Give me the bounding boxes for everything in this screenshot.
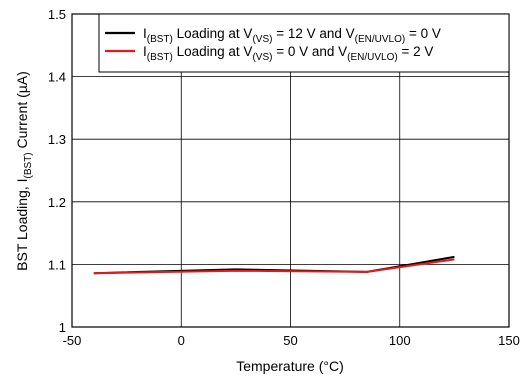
legend-box	[98, 13, 510, 73]
legend-entry-2: I(BST) Loading at V(VS) = 0 V and V(EN/U…	[143, 44, 433, 63]
y-axis-label: BST Loading, I(BST) Current (µA)	[14, 71, 34, 271]
y-tick-label: 1.3	[48, 132, 66, 147]
x-tick-label: 150	[498, 333, 520, 348]
y-tick-label: 1.2	[48, 195, 66, 210]
x-axis-label: Temperature (°C)	[236, 358, 344, 374]
x-tick-label: 50	[283, 333, 297, 348]
x-tick-labels: -50 0 50 100 150	[63, 333, 520, 348]
y-tick-label: 1.5	[48, 7, 66, 22]
y-tick-label: 1	[59, 320, 66, 335]
series-lines	[93, 255, 455, 275]
y-tick-label: 1.4	[48, 70, 66, 85]
y-tick-label: 1.1	[48, 257, 66, 272]
y-axis-label-sub: (BST)	[23, 152, 34, 178]
x-tick-label: 0	[178, 333, 185, 348]
y-tick-labels: 1 1.1 1.2 1.3 1.4 1.5	[48, 7, 66, 335]
y-axis-label-unit: Current (µA)	[14, 71, 30, 152]
x-tick-label: -50	[63, 333, 82, 348]
legend-entry-1: I(BST) Loading at V(VS) = 12 V and V(EN/…	[143, 26, 441, 45]
x-tick-label: 100	[389, 333, 411, 348]
series-line-2	[93, 258, 455, 275]
legend: I(BST) Loading at V(VS) = 12 V and V(EN/…	[98, 13, 510, 73]
y-axis-label-main: BST Loading, I	[14, 178, 30, 270]
